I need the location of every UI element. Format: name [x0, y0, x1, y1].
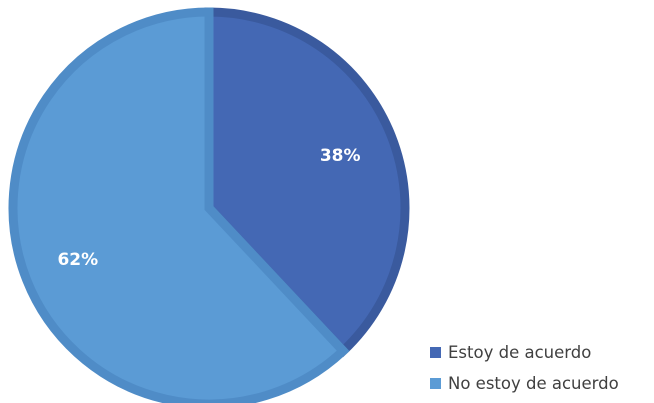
- legend-item-estoy-de-acuerdo: Estoy de acuerdo: [430, 337, 654, 368]
- legend-swatch-no-estoy-de-acuerdo: [430, 378, 441, 389]
- legend-label-no-estoy-de-acuerdo: No estoy de acuerdo: [448, 374, 619, 393]
- pie-data-label-0: 38%: [320, 146, 361, 166]
- legend-label-estoy-de-acuerdo: Estoy de acuerdo: [448, 343, 592, 362]
- pie-slice-1: [8, 7, 350, 403]
- pie-data-labels: 38% 62%: [57, 146, 360, 270]
- pie-data-label-1: 62%: [57, 250, 98, 270]
- pie-slices: [8, 7, 410, 403]
- pie-slice-0: [204, 7, 410, 358]
- legend-item-no-estoy-de-acuerdo: No estoy de acuerdo: [430, 368, 654, 399]
- legend: Estoy de acuerdo No estoy de acuerdo: [430, 337, 654, 399]
- legend-swatch-estoy-de-acuerdo: [430, 347, 441, 358]
